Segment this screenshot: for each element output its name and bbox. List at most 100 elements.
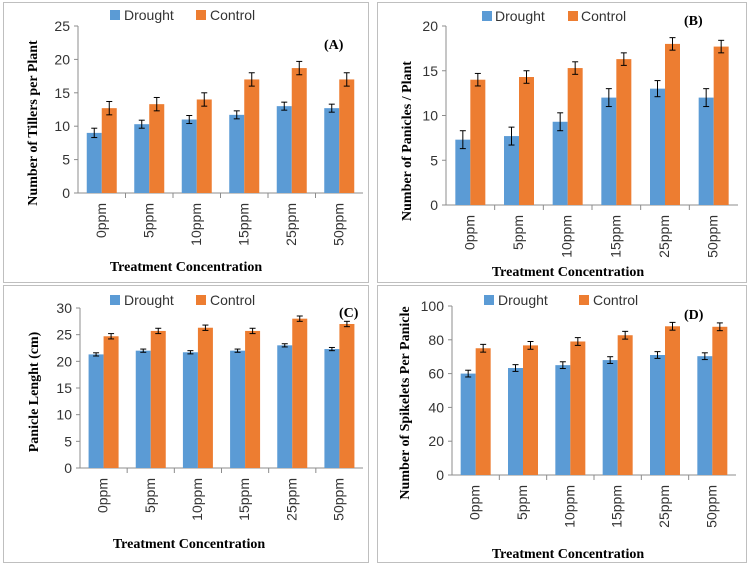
plot-area-a: 0 5 10 15 20 25 0ppm 5ppm 10ppm 15ppm 25ppm 50ppm	[54, 18, 363, 246]
x-axis-title-b: Treatment Concentration	[492, 265, 644, 280]
bar-drought-15ppm-c	[230, 350, 246, 468]
y-tick-label-a: 15	[54, 85, 70, 101]
chart-panel-b: (B) Treatment Concentration Number of Pa…	[377, 2, 747, 283]
bar-control-0ppm-d	[475, 348, 491, 475]
bar-control-5ppm-d	[523, 345, 538, 475]
bar-control-25ppm-b	[665, 43, 680, 206]
y-tick-label-b: 5	[430, 152, 438, 168]
x-axis-title-d: Treatment Concentration	[492, 547, 644, 562]
plot-area-b: 0 5 10 15 20 0ppm 5ppm 10ppm 15ppm 25ppm 50ppm	[422, 18, 738, 258]
legend-label-control-a: Control	[210, 7, 255, 23]
bar-control-15ppm-d	[617, 335, 633, 475]
x-tick-label-a: 25ppm	[283, 203, 299, 246]
panel-label-b: (B)	[684, 14, 703, 29]
y-tick-label-a: 0	[62, 185, 70, 201]
bar-drought-50ppm-d	[697, 356, 713, 475]
plot-area-c: 0 5 10 15 20 25 30 0ppm 5ppm 10ppm 15ppm 25ppm 50ppm	[56, 300, 363, 521]
y-tick-label-a: 10	[54, 118, 70, 134]
x-tick-label-c: 50ppm	[330, 478, 346, 521]
x-tick-label-b: 15ppm	[607, 215, 623, 258]
bar-drought-25ppm-d	[650, 355, 665, 475]
bar-drought-5ppm-d	[508, 368, 523, 475]
x-tick-label-a: 15ppm	[235, 203, 251, 246]
x-tick-label-d: 5ppm	[514, 485, 530, 520]
legend-label-control-c: Control	[210, 292, 255, 308]
bar-drought-5ppm-b	[504, 136, 519, 205]
y-tick-label-b: 15	[422, 63, 438, 79]
bar-control-0ppm-c	[103, 336, 119, 468]
y-tick-label-c: 15	[56, 380, 72, 396]
legend-label-control-b: Control	[581, 8, 626, 24]
bar-control-15ppm-a	[244, 79, 260, 193]
legend-swatch-control-c	[196, 295, 206, 305]
x-tick-label-b: 50ppm	[705, 215, 721, 258]
bar-drought-0ppm-b	[455, 139, 471, 205]
x-tick-label-a: 10ppm	[188, 203, 204, 246]
y-tick-label-c: 5	[64, 433, 72, 449]
bar-drought-25ppm-b	[650, 88, 665, 205]
y-tick-label-c: 20	[56, 353, 72, 369]
x-tick-label-d: 25ppm	[656, 485, 672, 528]
bar-control-5ppm-c	[150, 330, 166, 468]
y-tick-label-c: 30	[56, 300, 72, 316]
bar-drought-15ppm-a	[229, 114, 245, 193]
chart-d-svg: (D) Treatment Concentration Number of Sp…	[398, 292, 736, 562]
bar-drought-5ppm-a	[134, 124, 150, 193]
y-tick-label-a: 5	[62, 152, 70, 168]
x-tick-label-c: 25ppm	[283, 478, 299, 521]
y-tick-label-d: 40	[428, 399, 444, 415]
bar-drought-25ppm-a	[276, 106, 292, 193]
bar-control-10ppm-c	[197, 327, 213, 468]
x-tick-label-b: 25ppm	[656, 215, 672, 258]
x-tick-label-c: 0ppm	[95, 478, 111, 513]
y-tick-label-d: 80	[428, 332, 444, 348]
bar-drought-10ppm-d	[555, 365, 571, 475]
y-tick-label-b: 0	[430, 197, 438, 213]
y-tick-label-d: 0	[436, 467, 444, 483]
bar-drought-5ppm-c	[135, 350, 151, 468]
bar-control-10ppm-a	[196, 99, 212, 193]
x-axis-title-a: Treatment Concentration	[110, 260, 262, 275]
bar-drought-25ppm-c	[277, 345, 293, 468]
y-axis-title-b: Number of Panicles / Plant	[400, 61, 415, 221]
x-tick-label-c: 5ppm	[142, 478, 158, 513]
legend-label-drought-d: Drought	[498, 292, 548, 308]
chart-panel-c: (C) Treatment Concentration Panicle Leng…	[3, 285, 369, 563]
chart-b-svg: (B) Treatment Concentration Number of Pa…	[400, 8, 738, 280]
y-axis-title-a: Number of Tillers per Plant	[26, 40, 41, 206]
y-tick-label-d: 60	[428, 366, 444, 382]
x-tick-label-b: 10ppm	[559, 215, 575, 258]
bar-drought-50ppm-b	[698, 97, 714, 205]
x-tick-label-d: 50ppm	[703, 485, 719, 528]
y-tick-label-b: 20	[422, 18, 438, 34]
bar-drought-15ppm-b	[601, 97, 617, 205]
bar-drought-0ppm-d	[460, 373, 476, 475]
bar-control-25ppm-d	[665, 326, 680, 475]
x-tick-label-d: 10ppm	[561, 485, 577, 528]
panel-label-a: (A)	[324, 38, 344, 53]
x-tick-label-a: 50ppm	[330, 203, 346, 246]
chart-c-svg: (C) Treatment Concentration Panicle Leng…	[27, 292, 363, 552]
bar-drought-0ppm-a	[86, 132, 102, 193]
bar-control-50ppm-b	[713, 46, 729, 206]
bar-control-0ppm-b	[470, 79, 486, 205]
x-tick-label-a: 0ppm	[93, 203, 109, 238]
y-tick-label-d: 20	[428, 433, 444, 449]
y-tick-label-c: 25	[56, 327, 72, 343]
chart-panel-d: (D) Treatment Concentration Number of Sp…	[377, 285, 747, 563]
bar-control-15ppm-b	[616, 59, 632, 205]
bar-drought-10ppm-a	[181, 119, 197, 193]
y-axis-title-d: Number of Spikelets Per Panicle	[398, 306, 413, 499]
bar-drought-50ppm-a	[324, 108, 340, 193]
legend-label-drought-b: Drought	[495, 8, 545, 24]
x-tick-label-d: 0ppm	[467, 485, 483, 520]
legend-swatch-drought-d	[484, 295, 494, 305]
legend-swatch-control-d	[579, 295, 589, 305]
panel-label-d: (D)	[684, 308, 704, 323]
panel-label-c: (C)	[339, 306, 359, 321]
bar-control-25ppm-c	[292, 318, 308, 468]
bar-control-50ppm-d	[712, 326, 728, 475]
legend-label-drought-a: Drought	[124, 7, 174, 23]
legend-swatch-drought-a	[110, 10, 120, 20]
legend-swatch-drought-c	[110, 295, 120, 305]
